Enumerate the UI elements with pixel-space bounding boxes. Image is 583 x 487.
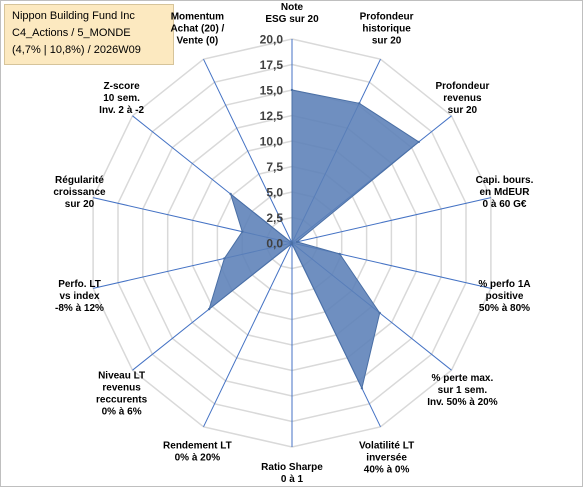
axis-label-line: 0 à 60 G€ bbox=[483, 199, 527, 210]
axis-label-line: Inv. 50% à 20% bbox=[427, 397, 498, 408]
tick-label-5: 12,5 bbox=[260, 109, 284, 123]
axis-label-1: Profondeur historique sur 20 bbox=[360, 12, 414, 47]
axis-spoke-8 bbox=[203, 242, 293, 428]
axis-label-5: % perte max. sur 1 sem. Inv. 50% à 20% bbox=[427, 373, 498, 408]
axis-label-line: Capi. bours. bbox=[476, 175, 534, 186]
axis-label-line: -8% à 12% bbox=[55, 303, 104, 314]
axis-label-line: en MdEUR bbox=[480, 187, 531, 198]
series-point-13 bbox=[290, 241, 294, 245]
axis-label-line: Momentum bbox=[171, 12, 224, 23]
radar-tick-labels: 0,0 2,5 5,0 7,5 10,0 12,5 15,0 17,5 20,0 bbox=[260, 33, 284, 251]
axis-label-6: Volatilité LT inversée 40% à 0% bbox=[359, 440, 414, 475]
axis-label-line: reccurents bbox=[96, 395, 148, 406]
axis-label-line: croissance bbox=[53, 187, 106, 198]
axis-label-line: 40% à 0% bbox=[364, 464, 410, 475]
axis-label-3: Capi. bours. en MdEUR 0 à 60 G€ bbox=[476, 175, 534, 210]
series-point-3 bbox=[295, 240, 299, 244]
chart-title-line-3: (4,7% | 10,8%) / 2026W09 bbox=[12, 44, 141, 56]
axis-label-line: historique bbox=[362, 24, 411, 35]
chart-title-line-2: C4_Actions / 5_MONDE bbox=[12, 27, 131, 39]
series-point-5 bbox=[378, 311, 381, 315]
axis-label-line: 0 à 1 bbox=[281, 474, 304, 485]
axis-label-10: Perfo. LT vs index -8% à 12% bbox=[55, 279, 104, 314]
series-point-9 bbox=[207, 307, 211, 311]
axis-label-2: Profondeur revenus sur 20 bbox=[435, 81, 489, 116]
axis-label-line: sur 1 sem. bbox=[438, 385, 488, 396]
axis-label-line: positive bbox=[486, 291, 524, 302]
axis-label-line: Note bbox=[281, 2, 304, 13]
series-point-0 bbox=[290, 88, 294, 92]
axis-label-line: vs index bbox=[59, 291, 99, 302]
series-point-2 bbox=[417, 140, 420, 144]
axis-label-12: Z-score 10 sem. Inv. 2 à -2 bbox=[99, 81, 144, 116]
chart-title-line-1: Nippon Building Fund Inc bbox=[12, 10, 135, 22]
tick-label-0: 0,0 bbox=[266, 237, 283, 251]
axis-label-line: Rendement LT bbox=[163, 440, 232, 451]
axis-spoke-3 bbox=[291, 197, 492, 244]
axis-label-line: Z-score bbox=[104, 81, 141, 92]
chart-title-box: Nippon Building Fund Inc C4_Actions / 5_… bbox=[4, 4, 174, 65]
tick-label-1: 2,5 bbox=[266, 211, 283, 225]
axis-label-line: % perte max. bbox=[432, 373, 494, 384]
axis-label-13: Momentum Achat (20) / Vente (0) bbox=[170, 12, 224, 47]
tick-label-7: 17,5 bbox=[260, 58, 284, 72]
series-point-4 bbox=[338, 252, 341, 256]
axis-label-11: Régularité croissance sur 20 bbox=[53, 175, 106, 210]
axis-label-0: Note ESG sur 20 bbox=[265, 2, 319, 25]
series-point-1 bbox=[358, 102, 361, 105]
axis-label-line: sur 20 bbox=[65, 199, 95, 210]
axis-label-line: Volatilité LT bbox=[359, 440, 414, 451]
axis-label-line: 0% à 20% bbox=[175, 452, 221, 463]
axis-label-line: Ratio Sharpe bbox=[261, 462, 323, 473]
series-point-6 bbox=[360, 387, 364, 390]
tick-label-3: 7,5 bbox=[266, 160, 283, 174]
axis-label-line: Vente (0) bbox=[177, 36, 219, 47]
axis-label-7: Ratio Sharpe 0 à 1 bbox=[261, 462, 323, 485]
axis-label-line: Profondeur bbox=[435, 81, 489, 92]
series-point-10 bbox=[223, 257, 226, 260]
axis-label-line: 50% à 80% bbox=[479, 303, 530, 314]
axis-label-line: sur 20 bbox=[448, 105, 478, 116]
axis-label-line: ESG sur 20 bbox=[265, 14, 319, 25]
axis-label-line: revenus bbox=[102, 383, 141, 394]
tick-label-6: 15,0 bbox=[260, 84, 284, 98]
radar-series bbox=[207, 88, 420, 390]
axis-label-line: sur 20 bbox=[372, 36, 402, 47]
axis-label-line: Régularité bbox=[55, 175, 104, 186]
axis-label-line: % perfo 1A bbox=[478, 279, 530, 290]
axis-label-line: Achat (20) / bbox=[170, 24, 224, 35]
axis-label-line: Niveau LT bbox=[98, 371, 145, 382]
radar-axis-labels: Note ESG sur 20 Profondeur historique sur 20… bbox=[53, 2, 533, 485]
axis-label-line: revenus bbox=[443, 93, 482, 104]
axis-label-line: 0% à 6% bbox=[102, 407, 142, 418]
axis-spoke-13 bbox=[203, 58, 293, 244]
axis-label-line: Profondeur bbox=[360, 12, 414, 23]
series-point-11 bbox=[241, 230, 244, 233]
axis-label-line: Inv. 2 à -2 bbox=[99, 105, 144, 116]
axis-label-8: Rendement LT 0% à 20% bbox=[163, 440, 232, 463]
axis-label-4: % perfo 1A positive 50% à 80% bbox=[478, 279, 530, 314]
axis-label-line: 10 sem. bbox=[103, 93, 140, 104]
series-point-12 bbox=[229, 192, 232, 196]
axis-label-line: Perfo. LT bbox=[58, 279, 101, 290]
tick-label-8: 20,0 bbox=[260, 33, 284, 47]
tick-label-4: 10,0 bbox=[260, 135, 284, 149]
tick-label-2: 5,0 bbox=[266, 186, 283, 200]
series-area bbox=[208, 89, 420, 390]
axis-label-9: Niveau LT revenus reccurents 0% à 6% bbox=[96, 371, 148, 418]
axis-label-line: inversée bbox=[366, 452, 407, 463]
